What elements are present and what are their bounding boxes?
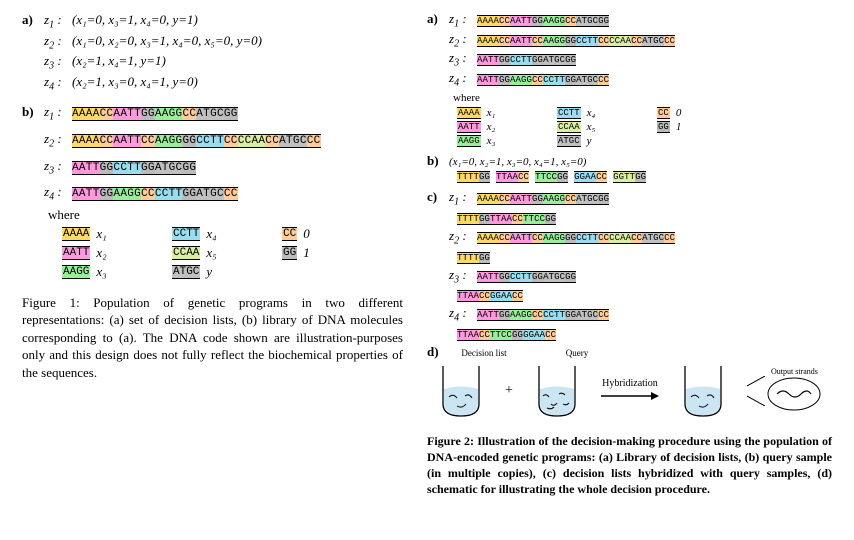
fig1-b-label: b) [22, 104, 44, 120]
figure-1-caption: Figure 1: Population of genetic programs… [22, 294, 403, 382]
figure-2-column: a) z1 : AAAACCAATTGGAAGGCCATGCGG z2 : AA… [415, 0, 854, 540]
z-label: z1 : [44, 12, 72, 31]
z-label: z1 : [449, 11, 477, 30]
z-label: z3 : [449, 50, 477, 69]
z-label: z4 : [44, 184, 72, 203]
decision-list-label: Decision list [449, 348, 519, 358]
dna-sequence: AATTGGCCTTGGATGCGG [477, 54, 576, 66]
beaker-icon [533, 364, 581, 419]
figure-2-caption: Figure 2: Illustration of the decision-m… [427, 433, 832, 498]
dna-sequence-z3: AATTGGCCTTGGATGCGG [72, 161, 196, 175]
z-label: z4 : [449, 70, 477, 89]
z-label: z1 : [44, 104, 72, 123]
fig1-legend: AAAAx₁ CCTTx₄ CC0 AATTx₂ CCAAx₅ GG1 AAGG… [62, 226, 403, 280]
plus-icon: + [505, 383, 513, 399]
dna-sequence: AAAACCAATTCCAAGGGGCCTTCCCCAACCATGCCC [477, 35, 675, 47]
dna-sequence: AATTGGAAGGCCCCTTGGATGCCC [477, 309, 609, 321]
fig1-a-label: a) [22, 12, 44, 28]
z-label: z2 : [449, 31, 477, 50]
fig2-a-label: a) [427, 11, 449, 27]
z-label: z3 : [44, 158, 72, 177]
fig2-b-header: (x₁=0, x₂=1, x₃=0, x₄=1, x₅=0) [449, 156, 586, 168]
fig1-z4-math: (x₂=1, x₃=0, x₄=1, y=0) [72, 74, 198, 90]
query-label: Query [547, 348, 607, 358]
fig2-b-label: b) [427, 153, 449, 169]
fig2-d-label: d) [427, 344, 449, 360]
z-label: z4 : [44, 74, 72, 93]
fig1-z2-math: (x₁=0, x₂=0, x₃=1, x₄=0, x₅=0, y=0) [72, 33, 262, 49]
z-label: z2 : [44, 131, 72, 150]
dna-sequence: AATTGGCCTTGGATGCGG [477, 271, 576, 283]
dna-sequence-z2: AAAACCAATTCCAAGGGGCCTTCCCCAACCATGCCC [72, 134, 321, 148]
query-strands: TTTTGG TTAACC TTCCGG GGAACC GGTTGG [457, 171, 832, 183]
z-label: z3 : [449, 267, 477, 286]
z-label: z1 : [449, 189, 477, 208]
z-label: z2 : [449, 228, 477, 247]
lines-icon [747, 376, 765, 406]
where-label: where [48, 207, 403, 223]
z-label: z2 : [44, 33, 72, 52]
schematic-diagram: + Hybridization Output strands [427, 364, 832, 419]
fig1-z1-math: (x₁=0, x₃=1, x₄=0, y=1) [72, 12, 198, 28]
ellipse-icon [767, 376, 822, 412]
z-label: z4 : [449, 305, 477, 324]
hybridization-label: Hybridization [601, 378, 659, 389]
fig1-z3-math: (x₂=1, x₄=1, y=1) [72, 53, 166, 69]
beaker-icon [679, 364, 727, 419]
output-strands-label: Output strands [767, 367, 822, 376]
dna-sequence-z1: AAAACCAATTGGAAGGCCATGCGG [72, 107, 238, 121]
beaker-icon [437, 364, 485, 419]
dna-sequence: AAAACCAATTGGAAGGCCATGCGG [477, 15, 609, 27]
dna-sequence: AATTGGAAGGCCCCTTGGATGCCC [477, 74, 609, 86]
output-magnify: Output strands [747, 367, 822, 416]
dna-sequence: AAAACCAATTGGAAGGCCATGCGG [477, 193, 609, 205]
fig2-c-label: c) [427, 189, 449, 205]
z-label: z3 : [44, 53, 72, 72]
where-label: where [453, 92, 832, 104]
fig2-legend: AAAAx₁ CCTTx₄ CC0 AATTx₂ CCAAx₅ GG1 AAGG… [457, 107, 832, 147]
figure-1-column: a) z1 : (x₁=0, x₃=1, x₄=0, y=1) z2 : (x₁… [0, 0, 415, 540]
dna-sequence-z4: AATTGGAAGGCCCCTTGGATGCCC [72, 187, 238, 201]
arrow-icon [601, 391, 659, 401]
dna-sequence: AAAACCAATTCCAAGGGGCCTTCCCCAACCATGCCC [477, 232, 675, 244]
